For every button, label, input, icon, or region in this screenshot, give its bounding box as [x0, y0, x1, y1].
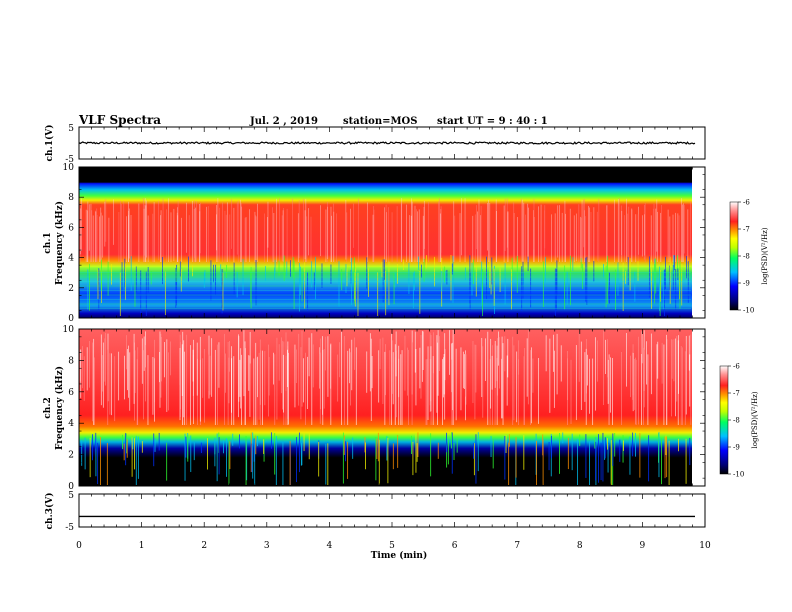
ch2-spectrogram-panel: 0 2 4 6 8 10 ch.2 Frequency (kHz) [43, 325, 706, 492]
y-tick-label: 4 [68, 419, 74, 429]
x-tick-label: 0 [76, 541, 82, 551]
x-tick-label: 3 [264, 541, 270, 551]
header-start-time: start UT = 9 : 40 : 1 [437, 116, 548, 127]
ch1-wave-ytick-top: 5 [68, 124, 74, 134]
colorbar-tick-label: -6 [733, 363, 740, 371]
colorbar-tick-label: -8 [733, 417, 740, 425]
ch1-wave-ytick-bottom: -5 [65, 155, 74, 165]
ch1-waveform-panel: 5 -5 ch.1(V) [44, 124, 706, 165]
colorbar-tick-label: -7 [743, 226, 750, 234]
ch1-spectrogram-streaks [78, 198, 691, 316]
ch3-wave-ylabel: ch.3(V) [44, 493, 55, 530]
ch1-spec-yticks: 0 2 4 6 8 10 [63, 163, 705, 324]
ch3-wave-ytick-top: 5 [68, 491, 74, 501]
header-date: Jul. 2 , 2019 [249, 116, 318, 127]
colorbar-tick-label: -10 [743, 307, 754, 315]
ch2-colorbar: -6 -7 -8 -9 -10 log(PSD)(V²/Hz) [719, 363, 759, 479]
ch2-colorbar-label: log(PSD)(V²/Hz) [751, 391, 759, 448]
y-tick-label: 6 [68, 388, 74, 398]
ch2-spec-ylabel: Frequency (kHz) [54, 366, 65, 450]
colorbar-tick-label: -7 [733, 390, 740, 398]
x-tick-label: 2 [201, 541, 207, 551]
y-tick-label: 2 [68, 451, 74, 461]
ch2-colorbar-gradient [719, 365, 729, 475]
ch1-colorbar-ticks: -6 -7 -8 -9 -10 [738, 199, 754, 315]
y-tick-label: 0 [68, 314, 74, 324]
ch1-colorbar: -6 -7 -8 -9 -10 log(PSD)(V²/Hz) [729, 199, 769, 315]
ch3-waveform-frame [78, 493, 706, 528]
ch2-colorbar-ticks: -6 -7 -8 -9 -10 [728, 363, 744, 479]
header-station: station=MOS [343, 116, 417, 127]
ch2-spectrogram-streaks [79, 330, 692, 485]
y-tick-label: 10 [63, 163, 75, 173]
colorbar-tick-label: -6 [743, 199, 750, 207]
y-tick-label: 8 [68, 193, 74, 203]
ch3-waveform-panel: 5 -5 ch.3(V) [44, 491, 706, 533]
x-tick-label: 7 [514, 541, 520, 551]
ch2-spec-yticks: 0 2 4 6 8 10 [63, 325, 705, 492]
x-tick-label: 5 [389, 541, 395, 551]
ch1-spec-ylabel: Frequency (kHz) [54, 201, 65, 285]
time-axis-label: Time (min) [371, 550, 428, 561]
x-tick-label: 4 [327, 541, 333, 551]
x-tick-label: 6 [452, 541, 458, 551]
y-tick-label: 6 [68, 223, 74, 233]
ch1-colorbar-gradient [729, 201, 739, 311]
ch1-waveform-line [78, 141, 696, 145]
y-tick-label: 4 [68, 254, 74, 264]
ch1-spectrogram-panel: 0 2 4 6 8 10 ch.1 Frequency (kHz) [43, 163, 706, 324]
colorbar-tick-label: -9 [743, 280, 750, 288]
x-tick-label: 9 [640, 541, 646, 551]
ch1-colorbar-label: log(PSD)(V²/Hz) [761, 227, 769, 284]
ch1-spec-ylabel-channel: ch.1 [43, 232, 53, 253]
time-axis-ticks [78, 127, 706, 527]
colorbar-tick-label: -9 [733, 444, 740, 452]
ch1-wave-ylabel: ch.1(V) [44, 125, 55, 162]
ch2-spec-ylabel-channel: ch.2 [43, 397, 53, 418]
colorbar-tick-label: -10 [733, 471, 744, 479]
ch3-wave-ytick-bottom: -5 [65, 523, 74, 533]
y-tick-label: 2 [68, 284, 74, 294]
figure-title: VLF Spectra [78, 113, 161, 127]
x-tick-label: 8 [577, 541, 583, 551]
time-axis-labels: 0 1 2 3 4 5 6 7 8 9 10 [76, 541, 711, 551]
y-tick-label: 0 [68, 482, 74, 492]
colorbar-tick-label: -8 [743, 253, 750, 261]
x-tick-label: 10 [699, 541, 711, 551]
y-tick-label: 10 [63, 325, 75, 335]
y-tick-label: 8 [68, 356, 74, 366]
x-tick-label: 1 [139, 541, 145, 551]
